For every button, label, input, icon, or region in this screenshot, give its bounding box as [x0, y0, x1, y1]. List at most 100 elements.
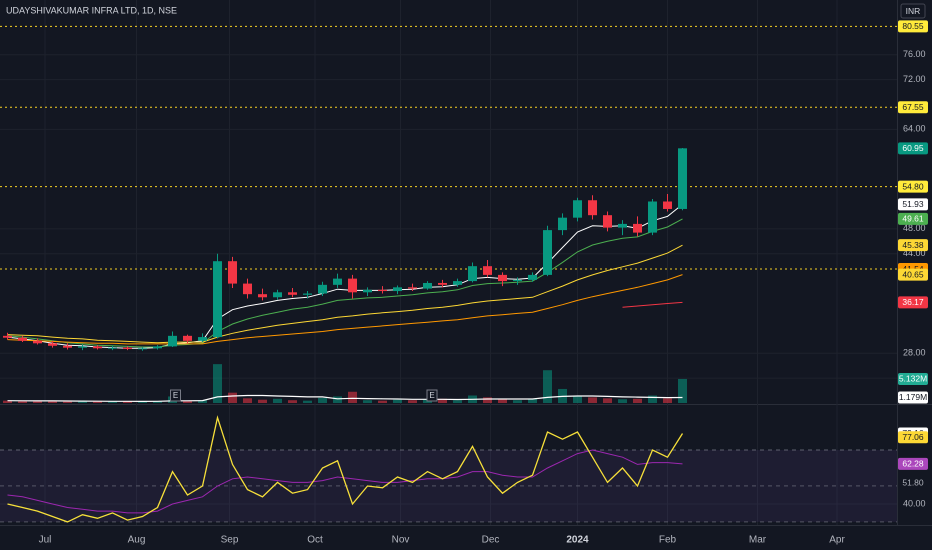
price-tag-label: 45.38: [902, 240, 924, 250]
volume-bar: [408, 400, 417, 403]
candle-body: [528, 274, 537, 280]
candle-body: [273, 292, 282, 298]
volume-bar: [198, 400, 207, 403]
volume-bar: [483, 397, 492, 403]
candle-body: [663, 201, 672, 209]
price-tag: [898, 372, 928, 385]
volume-bar: [153, 401, 162, 403]
candle-body: [393, 287, 402, 292]
y-tick-label: 72.00: [903, 74, 926, 84]
y-tick-label: 44.00: [903, 248, 926, 258]
volume-bar: [603, 398, 612, 403]
x-tick-label: 2024: [566, 535, 589, 546]
volume-bar: [573, 395, 582, 403]
rsi-ma: [7, 449, 683, 514]
x-tick-label: Jul: [39, 535, 52, 546]
rsi-line: [7, 415, 684, 523]
candle-body: [408, 287, 417, 289]
candle-body: [333, 278, 342, 285]
price-tag-label: 77.06: [902, 432, 924, 442]
x-tick-label: Apr: [829, 535, 845, 546]
candle-body: [243, 283, 252, 295]
volume-bar: [228, 392, 237, 403]
candle-body: [573, 200, 582, 218]
price-tag-label: 36.17: [902, 297, 924, 307]
price-tag-label: 51.93: [902, 199, 924, 209]
earnings-marker: E: [170, 389, 181, 402]
candle-body: [423, 282, 432, 289]
volume-bar: [243, 398, 252, 403]
y-tick-label: 48.00: [903, 223, 926, 233]
x-tick-label: Feb: [659, 535, 677, 546]
price-tag: [898, 101, 928, 114]
price-tag-label: 1.179M: [899, 392, 927, 402]
candle-body: [318, 284, 327, 294]
candle-body: [378, 289, 387, 292]
candle-body: [198, 337, 207, 341]
volume-bar: [663, 398, 672, 403]
price-tag-label: 80.55: [902, 21, 924, 31]
volume-bar: [288, 400, 297, 403]
y-tick-label: 76.00: [903, 49, 926, 59]
rsi-tick-label: 40.00: [903, 498, 926, 508]
candle-body: [558, 217, 567, 231]
candle-body: [468, 266, 477, 282]
volume-bar: [528, 398, 537, 403]
volume-bar: [378, 400, 387, 403]
price-tag-label: 51.80: [902, 477, 924, 487]
price-tag-label: 67.55: [902, 102, 924, 112]
currency-label: INR: [906, 6, 921, 16]
price-tag-label: 62.28: [902, 459, 924, 469]
volume-bar: [438, 398, 447, 403]
candle-body: [513, 279, 522, 282]
price-tag: [898, 391, 928, 404]
candle-body: [453, 281, 462, 285]
candle-body: [648, 201, 657, 233]
volume-bar: [648, 395, 657, 403]
candle-body: [18, 337, 27, 341]
candle-body: [543, 230, 552, 275]
candle-body: [228, 261, 237, 284]
x-tick-label: Nov: [392, 535, 410, 546]
currency-box: [900, 3, 926, 19]
price-tag-label: 40.65: [902, 269, 924, 279]
volume-bar: [18, 401, 27, 403]
volume-bar: [303, 400, 312, 403]
candle-body: [3, 335, 12, 338]
volume-bar: [123, 401, 132, 403]
earnings-marker: E: [426, 389, 438, 402]
volume-bar: [213, 364, 222, 403]
candle-body: [108, 347, 117, 349]
candle-body: [303, 293, 312, 295]
price-tag: [898, 180, 928, 193]
candle-body: [213, 261, 222, 338]
volume-bar: [543, 370, 552, 403]
volume-bar: [678, 378, 687, 403]
price-tag-label: 49.61: [902, 214, 924, 224]
volume-bar: [453, 400, 462, 403]
candle-body: [483, 266, 492, 275]
candle-body: [288, 292, 297, 295]
volume-bar: [363, 400, 372, 403]
price-tag: [898, 142, 928, 155]
x-tick-label: Mar: [749, 535, 767, 546]
price-tag-label: 60.95: [902, 143, 924, 153]
candle-body: [603, 215, 612, 228]
x-tick-label: Aug: [128, 535, 146, 546]
candle-body: [258, 294, 267, 298]
candle-body: [633, 223, 642, 233]
volume-bar: [33, 401, 42, 403]
moving-average: [7, 204, 683, 349]
candle-body: [48, 343, 57, 346]
moving-average: [7, 218, 683, 348]
price-tag: [898, 198, 928, 211]
earnings-box: [426, 389, 438, 402]
x-tick-label: Oct: [307, 535, 323, 546]
candle-body: [168, 335, 177, 347]
volume-bar: [48, 400, 57, 403]
price-tag: [898, 296, 928, 309]
price-tag: [898, 457, 928, 470]
volume-bar: [108, 401, 117, 403]
moving-average: [7, 274, 683, 345]
